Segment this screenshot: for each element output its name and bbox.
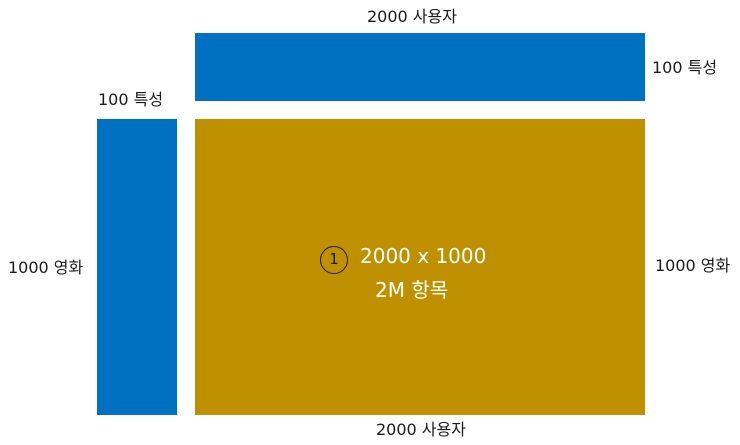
left-features-label: 100 특성 — [98, 90, 164, 109]
matrix-dimensions-text: 2000 x 1000 — [360, 244, 487, 268]
user-feature-matrix-block — [195, 33, 645, 101]
rating-matrix-block — [195, 119, 645, 415]
top-users-label: 2000 사용자 — [367, 7, 457, 26]
left-movies-label: 1000 영화 — [8, 258, 84, 277]
movie-feature-matrix-block — [97, 119, 177, 415]
top-features-label: 100 특성 — [652, 58, 718, 77]
bottom-users-label: 2000 사용자 — [376, 420, 466, 439]
matrix-items-text: 2M 항목 — [375, 278, 449, 302]
right-movies-label: 1000 영화 — [655, 256, 731, 275]
number-marker: 1 — [320, 246, 348, 274]
